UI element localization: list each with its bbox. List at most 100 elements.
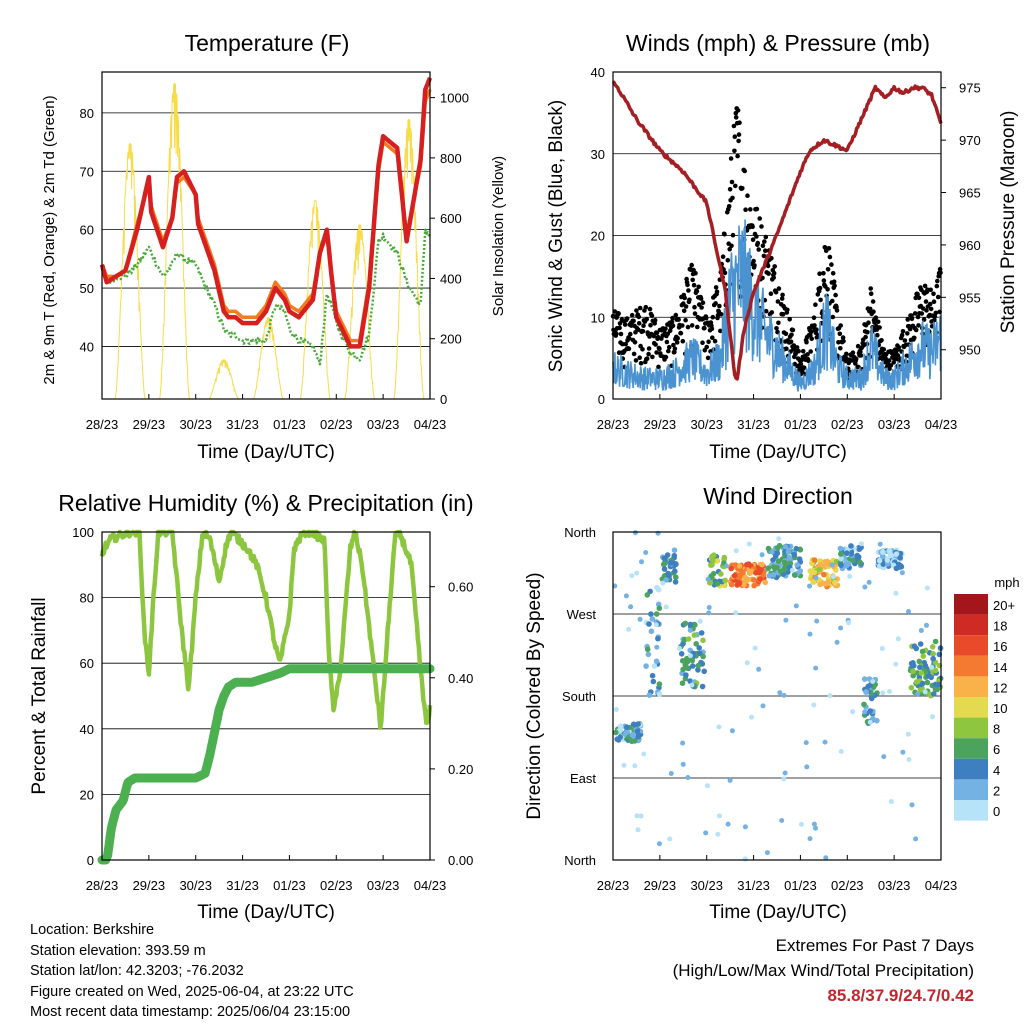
winds-ytick-label: 20 — [591, 229, 605, 244]
direction-point — [817, 566, 823, 572]
direction-point — [714, 581, 721, 587]
humidity-ytick-label: 60 — [80, 656, 94, 671]
gust-point — [877, 325, 882, 330]
direction-point — [648, 628, 655, 635]
direction-point — [832, 579, 838, 586]
gust-point — [689, 262, 694, 268]
gust-point — [924, 308, 929, 313]
gust-point — [636, 327, 641, 333]
direction-point — [679, 658, 686, 664]
gust-point — [808, 349, 813, 354]
direction-point — [844, 550, 850, 556]
direction-point — [621, 762, 627, 768]
direction-point — [930, 651, 936, 657]
direction-point — [789, 567, 795, 573]
direction-point — [813, 825, 818, 831]
gust-point — [840, 335, 846, 340]
gust-point — [713, 301, 718, 306]
winds-frame — [612, 71, 942, 400]
colorbar-label: 16 — [993, 639, 1007, 654]
gust-point — [790, 327, 796, 333]
gust-point — [631, 351, 637, 357]
gust-point — [868, 286, 873, 291]
gust-point — [641, 323, 646, 329]
gust-point — [841, 338, 846, 344]
gust-point — [743, 207, 748, 212]
direction-point — [752, 645, 758, 651]
gust-point — [673, 312, 679, 318]
direction-point — [797, 568, 804, 574]
gust-point — [923, 299, 929, 304]
direction-point — [746, 541, 752, 547]
gust-point — [784, 346, 789, 352]
direction-point — [653, 611, 660, 617]
direction-point — [756, 569, 762, 576]
gust-point — [902, 338, 908, 343]
temperature-xtick-label: 31/23 — [226, 417, 259, 432]
direction-point — [830, 574, 836, 580]
colorbar-label: 4 — [993, 763, 1000, 778]
direction-point — [644, 592, 651, 598]
gust-point — [623, 341, 628, 347]
humidity-y2tick-label: 0.40 — [448, 671, 473, 686]
gust-point — [703, 315, 709, 321]
direction-point — [843, 562, 850, 569]
winds-xtick-label: 29/23 — [644, 417, 677, 432]
humidity-xtick-label: 29/23 — [133, 878, 166, 893]
gust-point — [742, 168, 747, 174]
humidity-x-ticks: 28/23 29/23 30/23 31/23 01/23 02/23 03/23 04/23 — [86, 855, 446, 893]
gust-point — [702, 325, 707, 331]
gust-point — [837, 331, 843, 337]
direction-point — [911, 662, 917, 669]
direction-point — [649, 616, 656, 622]
direction-point — [884, 557, 891, 563]
direction-point — [823, 855, 829, 861]
direction-point — [699, 683, 706, 690]
direction-point — [772, 553, 779, 559]
direction-ytick-label: East — [570, 771, 596, 786]
direction-point — [764, 850, 770, 856]
direction-point — [834, 639, 840, 645]
gust-point — [771, 275, 776, 280]
direction-xtick-label: 31/23 — [737, 878, 770, 893]
gust-point — [634, 308, 639, 313]
winds-xtick-label: 02/23 — [831, 417, 864, 432]
colorbar-swatch — [954, 800, 988, 821]
direction-point — [718, 571, 724, 577]
gust-point — [814, 327, 819, 332]
direction-point — [650, 678, 657, 685]
direction-point — [931, 691, 937, 697]
gust-point — [818, 297, 823, 303]
humidity-y2tick-label: 0.00 — [448, 853, 473, 868]
gust-point — [731, 123, 737, 129]
gust-point — [729, 243, 734, 249]
gust-point — [637, 305, 643, 311]
direction-point — [857, 559, 863, 566]
direction-point — [893, 661, 899, 667]
gust-point — [680, 338, 686, 344]
gust-point — [720, 254, 726, 259]
direction-point — [663, 604, 669, 610]
gust-point — [909, 316, 915, 322]
direction-point — [866, 579, 872, 585]
direction-point — [774, 545, 781, 551]
winds-y2-ticks: 950 955 960 965 970 975 — [941, 81, 981, 358]
gust-point — [694, 288, 700, 294]
direction-point — [644, 646, 651, 653]
gust-point — [754, 206, 760, 212]
gust-point — [886, 358, 892, 363]
gust-point — [737, 120, 742, 125]
gust-point — [714, 289, 720, 295]
station-info: Location: Berkshire Station elevation: 3… — [30, 920, 354, 1023]
colorbar-swatch — [954, 676, 988, 697]
direction-point — [874, 717, 880, 724]
gust-point — [928, 306, 934, 312]
direction-point — [810, 579, 816, 585]
gust-point — [681, 301, 686, 306]
gust-point — [913, 327, 919, 333]
direction-point — [703, 830, 709, 836]
direction-point — [799, 821, 804, 827]
humidity-title: Relative Humidity (%) & Precipitation (i… — [58, 490, 473, 516]
direction-point — [877, 541, 883, 547]
